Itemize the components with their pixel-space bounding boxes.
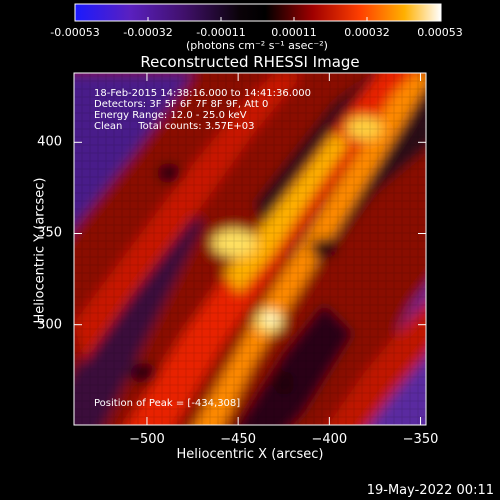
y-tick-label: 300 <box>37 317 62 333</box>
chart-title: Reconstructed RHESSI Image <box>140 53 360 71</box>
x-tick-label: −350 <box>402 432 439 447</box>
y-tick-label: 350 <box>37 225 62 241</box>
y-tick-label: 400 <box>37 134 62 150</box>
heatmap-plot <box>74 73 426 425</box>
annotation-line: Energy Range: 12.0 - 25.0 keV <box>94 110 247 121</box>
colorbar-tick: 0.00032 <box>344 26 390 39</box>
footer-date: 19-May-2022 00:11 <box>366 483 494 498</box>
x-tick-label: −500 <box>129 432 165 447</box>
peak-position-label: Position of Peak = [-434,308] <box>94 398 241 409</box>
annotation-line: 18-Feb-2015 14:38:16.000 to 14:41:36.000 <box>94 88 312 99</box>
y-axis-label: Heliocentric Y (arcsec) <box>32 177 48 324</box>
x-tick-label: −450 <box>220 432 256 447</box>
colorbar <box>74 3 442 22</box>
colorbar-tick: 0.00011 <box>271 26 317 39</box>
colorbar-tick: -0.00011 <box>196 26 246 39</box>
annotation-line: Detectors: 3F 5F 6F 7F 8F 9F, Att 0 <box>94 99 269 110</box>
annotation-line: Clean Total counts: 3.57E+03 <box>94 121 255 132</box>
colorbar-tick: 0.00053 <box>417 26 463 39</box>
colorbar-tick: -0.00032 <box>123 26 173 39</box>
x-tick-label: −400 <box>311 432 348 447</box>
colorbar-tick: -0.00053 <box>50 26 100 39</box>
peak-marker <box>265 308 269 312</box>
heatmap-image <box>74 73 426 425</box>
x-axis-label: Heliocentric X (arcsec) <box>176 447 324 462</box>
colorbar-unit-label: (photons cm⁻² s⁻¹ asec⁻²) <box>186 39 328 52</box>
